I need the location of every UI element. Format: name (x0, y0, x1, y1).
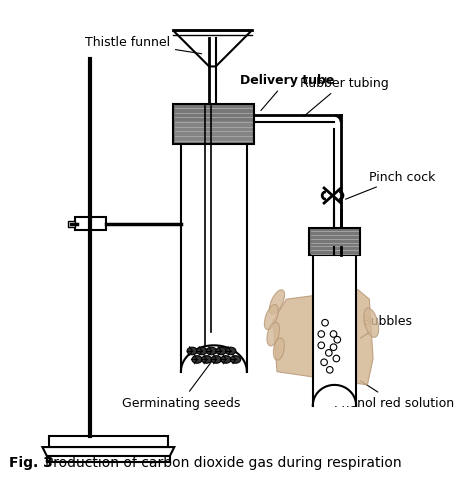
Polygon shape (314, 237, 355, 406)
Bar (68, 222, 75, 227)
Circle shape (321, 359, 328, 366)
Circle shape (318, 342, 325, 349)
Ellipse shape (197, 348, 207, 355)
Ellipse shape (192, 356, 202, 363)
Circle shape (326, 350, 332, 356)
Polygon shape (75, 218, 106, 231)
Ellipse shape (216, 348, 226, 355)
Ellipse shape (221, 356, 231, 363)
Text: Fig. 3: Fig. 3 (9, 454, 53, 469)
Polygon shape (182, 124, 246, 372)
Ellipse shape (267, 322, 280, 346)
Polygon shape (47, 456, 170, 462)
Text: Production of carbon dioxide gas during respiration: Production of carbon dioxide gas during … (45, 454, 402, 469)
Circle shape (318, 331, 325, 338)
Ellipse shape (364, 308, 379, 338)
Polygon shape (309, 229, 360, 256)
Circle shape (330, 331, 337, 338)
Text: Rubber tubing: Rubber tubing (300, 77, 388, 117)
Polygon shape (173, 105, 255, 144)
Ellipse shape (269, 290, 284, 315)
Polygon shape (42, 447, 174, 456)
Polygon shape (173, 31, 252, 67)
Ellipse shape (230, 356, 241, 363)
Circle shape (327, 367, 333, 373)
Text: Pinch cock: Pinch cock (346, 171, 436, 200)
Ellipse shape (187, 348, 197, 355)
Circle shape (334, 337, 341, 343)
Text: Bubbles: Bubbles (360, 315, 413, 338)
Polygon shape (175, 122, 253, 142)
Ellipse shape (273, 338, 284, 361)
Circle shape (333, 355, 340, 362)
Ellipse shape (206, 348, 217, 355)
Circle shape (330, 344, 337, 351)
Text: Phenol red solution: Phenol red solution (335, 381, 455, 409)
Ellipse shape (211, 356, 221, 363)
Ellipse shape (201, 356, 212, 363)
Polygon shape (49, 436, 168, 447)
Text: Germinating seeds: Germinating seeds (122, 361, 240, 409)
Circle shape (322, 320, 328, 326)
Text: Thistle funnel: Thistle funnel (85, 36, 202, 55)
Text: Delivery tube: Delivery tube (240, 74, 335, 111)
Ellipse shape (226, 348, 236, 355)
Polygon shape (273, 290, 373, 385)
Ellipse shape (264, 305, 278, 330)
